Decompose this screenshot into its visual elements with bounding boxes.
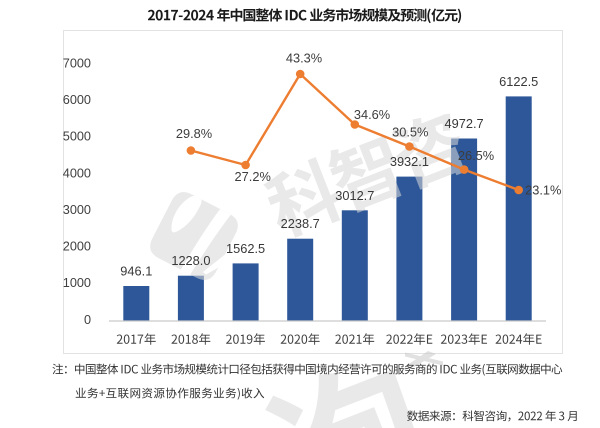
svg-text:30.5%: 30.5% [392, 125, 428, 140]
svg-text:3012.7: 3012.7 [335, 188, 374, 203]
svg-text:2000: 2000 [63, 240, 91, 254]
svg-text:3932.1: 3932.1 [390, 154, 429, 169]
svg-text:7000: 7000 [63, 56, 91, 70]
svg-text:23.1%: 23.1% [525, 183, 561, 198]
svg-text:0: 0 [84, 313, 91, 327]
svg-text:5000: 5000 [63, 130, 91, 144]
svg-text:4972.7: 4972.7 [445, 116, 484, 131]
svg-text:4000: 4000 [63, 166, 91, 180]
svg-text:29.8%: 29.8% [176, 126, 212, 141]
svg-text:43.3%: 43.3% [286, 51, 322, 66]
svg-text:2238.7: 2238.7 [281, 216, 320, 231]
svg-text:6122.5: 6122.5 [499, 74, 538, 89]
svg-text:1562.5: 1562.5 [226, 241, 265, 256]
svg-text:27.2%: 27.2% [235, 169, 271, 184]
svg-text:1000: 1000 [63, 276, 91, 290]
svg-text:1228.0: 1228.0 [171, 253, 210, 268]
svg-text:6000: 6000 [63, 93, 91, 107]
svg-text:34.6%: 34.6% [354, 107, 390, 122]
svg-text:26.5%: 26.5% [458, 148, 494, 163]
svg-text:946.1: 946.1 [120, 264, 152, 279]
svg-text:3000: 3000 [63, 203, 91, 217]
